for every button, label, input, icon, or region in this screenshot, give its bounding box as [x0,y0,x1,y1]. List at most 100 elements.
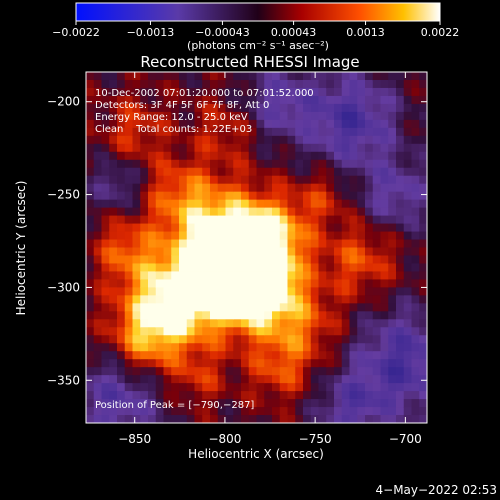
heatmap-cell [148,343,157,352]
heatmap-cell [256,343,265,352]
heatmap-cell [101,215,110,225]
heatmap-cell [349,351,358,360]
heatmap-cell [380,391,389,400]
heatmap-cell [202,287,211,296]
heatmap-cell [109,247,118,257]
heatmap-cell [318,327,327,336]
heatmap-cell [132,319,141,328]
heatmap-cell [101,303,110,312]
heatmap-cell [326,383,335,392]
heatmap-cell [109,359,118,368]
heatmap-cell [295,191,304,201]
heatmap-cell [326,415,335,423]
heatmap-cell [272,231,281,241]
heatmap-cell [295,231,304,241]
heatmap-cell [132,295,141,304]
heatmap-cell [303,191,312,201]
heatmap-cell [264,359,273,368]
chart-title: Reconstructed RHESSI Image [140,53,359,71]
heatmap-cell [194,263,203,273]
heatmap-cell [163,151,172,161]
heatmap-cell [171,72,180,81]
heatmap-cell [326,151,335,161]
heatmap-cell [109,95,118,105]
heatmap-cell [186,135,196,145]
heatmap-cell [264,183,273,193]
heatmap-cell [171,343,180,352]
heatmap-cell [388,199,397,209]
x-tick-label-1: −800 [208,432,241,446]
heatmap-cell [365,415,374,423]
heatmap-cell [264,335,273,344]
heatmap-cell [419,303,427,312]
colorbar-tick-label-3: 0.00043 [271,26,317,39]
heatmap-cell [380,335,389,344]
heatmap-cell [380,383,389,392]
heatmap-cell [86,351,95,360]
heatmap-cell [132,175,141,185]
heatmap-cell [419,175,427,185]
heatmap-cell [334,223,343,233]
heatmap-cell [186,255,196,265]
heatmap-cell [411,183,420,193]
heatmap-cell [272,311,281,320]
heatmap-cell [194,127,203,137]
heatmap-cell [334,303,343,312]
heatmap-cell [372,207,382,217]
y-tick-label-3: −350 [47,373,80,387]
heatmap-cell [380,159,389,169]
heatmap-cell [109,159,118,169]
heatmap-cell [303,351,312,360]
heatmap-cell [388,279,397,288]
heatmap-cell [318,159,327,169]
heatmap-cell [155,103,165,113]
heatmap-cell [132,351,141,360]
heatmap-cell [124,215,134,225]
heatmap-cell [225,351,234,360]
heatmap-cell [148,399,157,408]
heatmap-cell [217,351,227,360]
heatmap-cell [148,175,157,185]
heatmap-cell [217,87,227,97]
heatmap-cell [372,175,382,185]
heatmap-cell [194,399,203,408]
heatmap-cell [341,119,351,129]
heatmap-cell [396,183,405,193]
heatmap-cell [179,95,188,105]
heatmap-cell [217,343,227,352]
heatmap-cell [287,215,296,225]
heatmap-cell [365,303,374,312]
heatmap-cell [109,327,118,336]
heatmap-cell [411,231,420,241]
heatmap-cell [419,191,427,201]
heatmap-cell [233,119,242,129]
heatmap-cell [380,119,389,129]
heatmap-cell [310,151,320,161]
heatmap-cell [163,367,172,376]
heatmap-cell [225,383,234,392]
heatmap-cell [264,119,273,129]
heatmap-cell [241,263,250,273]
heatmap-cell [148,111,157,121]
heatmap-cell [194,231,203,241]
heatmap-cell [93,111,103,121]
heatmap-cell [411,255,420,265]
heatmap-cell [341,255,351,265]
heatmap-cell [101,127,110,137]
heatmap-cell [117,391,126,400]
heatmap-cell [210,287,219,296]
heatmap-cell [303,167,312,177]
heatmap-cell [171,127,180,137]
heatmap-cell [124,311,134,320]
heatmap-cell [396,223,405,233]
heatmap-cell [132,207,141,217]
heatmap-cell [202,335,211,344]
heatmap-cell [179,119,188,129]
heatmap-cell [155,263,165,273]
heatmap-cell [318,199,327,209]
heatmap-cell [256,143,265,153]
heatmap-cell [396,95,405,105]
heatmap-cell [186,199,196,209]
heatmap-cell [272,319,281,328]
heatmap-cell [109,303,118,312]
